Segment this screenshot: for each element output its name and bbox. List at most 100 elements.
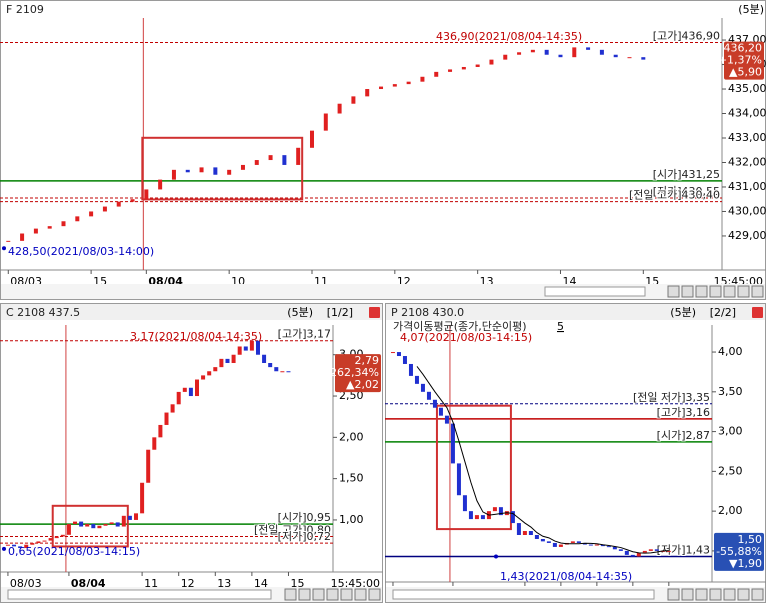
candle	[243, 346, 248, 351]
candle	[268, 155, 273, 161]
candle	[33, 228, 38, 234]
toolbar-button[interactable]	[667, 588, 680, 601]
level-label: [전일 저가]3,35	[633, 390, 710, 404]
toolbar-button[interactable]	[326, 588, 339, 601]
candle	[5, 544, 10, 546]
toolbar-button[interactable]	[723, 285, 736, 298]
title-bar	[386, 304, 765, 320]
y-tick-label: 2,00	[718, 504, 743, 517]
toolbar-button[interactable]	[695, 588, 708, 601]
candle	[642, 550, 647, 553]
y-tick-label: 2,00	[339, 430, 364, 443]
candle	[570, 541, 575, 543]
toolbar-button[interactable]	[751, 285, 764, 298]
toolbar-button[interactable]	[681, 588, 694, 601]
close-button[interactable]	[752, 307, 763, 318]
candle	[503, 54, 508, 60]
candle	[115, 522, 120, 527]
candle	[158, 179, 163, 190]
x-tick-label: 13	[217, 577, 231, 590]
candle	[30, 543, 35, 545]
candle	[456, 463, 461, 496]
x-tick-label: 11	[144, 577, 158, 590]
candle	[594, 544, 599, 546]
candle	[420, 383, 425, 392]
candle	[176, 391, 181, 405]
extreme-label: 1,43(2021/08/04-14:35)	[500, 570, 632, 583]
candle	[516, 523, 521, 535]
candle	[158, 424, 163, 438]
candle	[18, 546, 23, 549]
candle	[73, 521, 78, 525]
toolbar-button[interactable]	[298, 588, 311, 601]
candle	[414, 375, 419, 384]
candle	[61, 221, 66, 227]
y-tick-label: 3,00	[718, 425, 743, 438]
scrollbar[interactable]	[7, 589, 272, 600]
toolbar-button[interactable]	[368, 588, 381, 601]
toolbar-button[interactable]	[312, 588, 325, 601]
close-button[interactable]	[369, 307, 380, 318]
extreme-marker	[494, 554, 498, 559]
candle	[588, 544, 593, 546]
candle	[249, 340, 254, 351]
candle	[103, 524, 108, 526]
candle	[20, 233, 25, 241]
candle	[522, 531, 527, 535]
toolbar-button[interactable]	[709, 285, 722, 298]
candle	[185, 169, 190, 173]
y-tick-label: 2,50	[718, 464, 743, 477]
panel-frame	[0, 303, 383, 603]
y-tick-label: 1,50	[339, 472, 364, 485]
scrollbar[interactable]	[392, 589, 655, 600]
candle	[630, 554, 635, 557]
candle	[540, 538, 545, 542]
y-tick-label: 1,00	[339, 513, 364, 526]
candle	[599, 49, 604, 55]
candle	[79, 521, 84, 527]
scrollbar[interactable]	[544, 286, 646, 297]
candle	[47, 226, 52, 229]
candle	[296, 147, 301, 165]
candle	[337, 103, 342, 114]
toolbar-button[interactable]	[667, 285, 680, 298]
toolbar-button[interactable]	[723, 588, 736, 601]
toolbar-button[interactable]	[695, 285, 708, 298]
toolbar-button[interactable]	[737, 285, 750, 298]
candle	[152, 437, 157, 450]
candle	[237, 346, 242, 355]
toolbar-button[interactable]	[284, 588, 297, 601]
level-label: [저가]430,55	[653, 185, 720, 198]
toolbar-button[interactable]	[751, 588, 764, 601]
level-label: [고가]436,90	[653, 29, 720, 42]
candle	[612, 546, 617, 550]
toolbar-button[interactable]	[709, 588, 722, 601]
candle	[613, 54, 618, 58]
toolbar-button[interactable]	[354, 588, 367, 601]
level-label: [전일 고가]430,40	[629, 188, 720, 202]
toolbar-button[interactable]	[681, 285, 694, 298]
candle	[600, 544, 605, 547]
candle	[89, 211, 94, 217]
y-tick-label: 432,00	[728, 155, 766, 168]
price-box	[335, 354, 381, 393]
candle	[468, 511, 473, 520]
extreme-marker	[2, 546, 6, 551]
candle	[207, 371, 212, 376]
toolbar-button[interactable]	[340, 588, 353, 601]
ma-period: 5	[557, 320, 564, 333]
level-label: [고가]3,16	[657, 406, 710, 419]
candle	[576, 541, 581, 543]
toolbar-button[interactable]	[737, 588, 750, 601]
candle	[648, 549, 653, 551]
candle	[262, 354, 267, 363]
candle	[618, 549, 623, 551]
candle	[323, 113, 328, 131]
x-tick-label: 15	[290, 577, 304, 590]
candle	[420, 76, 425, 82]
price-box-text: ▼1,90	[729, 557, 762, 570]
candle	[558, 54, 563, 58]
candle	[97, 525, 102, 529]
highlight-box	[141, 136, 304, 201]
